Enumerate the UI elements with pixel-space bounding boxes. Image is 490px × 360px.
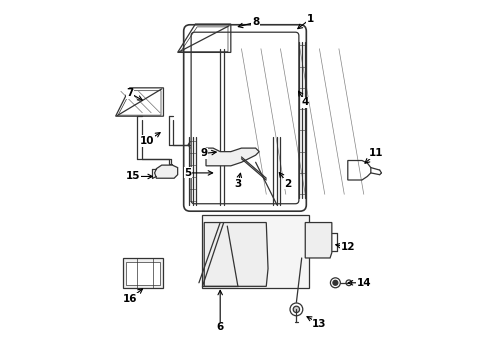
Text: 1: 1 bbox=[307, 14, 314, 24]
Circle shape bbox=[293, 306, 299, 312]
Text: 6: 6 bbox=[217, 322, 224, 332]
Text: 10: 10 bbox=[140, 136, 155, 146]
Text: 12: 12 bbox=[341, 242, 355, 252]
Circle shape bbox=[310, 233, 325, 248]
Circle shape bbox=[356, 168, 361, 173]
Circle shape bbox=[149, 270, 156, 276]
Text: 8: 8 bbox=[252, 17, 259, 27]
Text: 2: 2 bbox=[284, 179, 291, 189]
Circle shape bbox=[290, 303, 303, 316]
Polygon shape bbox=[122, 258, 164, 288]
Text: 11: 11 bbox=[369, 148, 383, 158]
Circle shape bbox=[239, 252, 251, 264]
Circle shape bbox=[330, 278, 341, 288]
Polygon shape bbox=[155, 165, 178, 178]
Circle shape bbox=[220, 250, 228, 259]
Text: 9: 9 bbox=[201, 148, 208, 158]
Polygon shape bbox=[204, 222, 268, 286]
Polygon shape bbox=[126, 261, 160, 284]
Circle shape bbox=[217, 233, 224, 240]
Circle shape bbox=[147, 267, 159, 280]
Circle shape bbox=[242, 255, 248, 261]
Circle shape bbox=[233, 155, 236, 159]
Polygon shape bbox=[202, 215, 309, 288]
Circle shape bbox=[346, 280, 352, 285]
Polygon shape bbox=[305, 222, 332, 258]
Circle shape bbox=[333, 280, 338, 285]
Text: 5: 5 bbox=[185, 168, 192, 178]
Circle shape bbox=[353, 166, 364, 175]
Text: 14: 14 bbox=[356, 278, 371, 288]
Text: 16: 16 bbox=[122, 294, 137, 304]
Circle shape bbox=[242, 152, 255, 165]
FancyBboxPatch shape bbox=[191, 32, 299, 204]
Circle shape bbox=[219, 149, 229, 160]
Circle shape bbox=[215, 246, 233, 263]
Circle shape bbox=[247, 157, 250, 160]
Circle shape bbox=[134, 270, 140, 276]
Text: 13: 13 bbox=[312, 319, 327, 329]
Circle shape bbox=[245, 156, 252, 162]
Polygon shape bbox=[348, 161, 371, 180]
Circle shape bbox=[161, 168, 170, 177]
Circle shape bbox=[130, 267, 143, 280]
Circle shape bbox=[230, 153, 239, 161]
Circle shape bbox=[314, 237, 321, 244]
Circle shape bbox=[221, 152, 226, 157]
Circle shape bbox=[224, 237, 231, 244]
Text: 15: 15 bbox=[126, 171, 141, 181]
Text: 7: 7 bbox=[126, 88, 133, 98]
Circle shape bbox=[210, 240, 238, 269]
Circle shape bbox=[234, 247, 256, 269]
Circle shape bbox=[226, 149, 242, 165]
Polygon shape bbox=[206, 148, 259, 166]
Text: 4: 4 bbox=[301, 97, 309, 107]
Text: 3: 3 bbox=[234, 179, 242, 189]
